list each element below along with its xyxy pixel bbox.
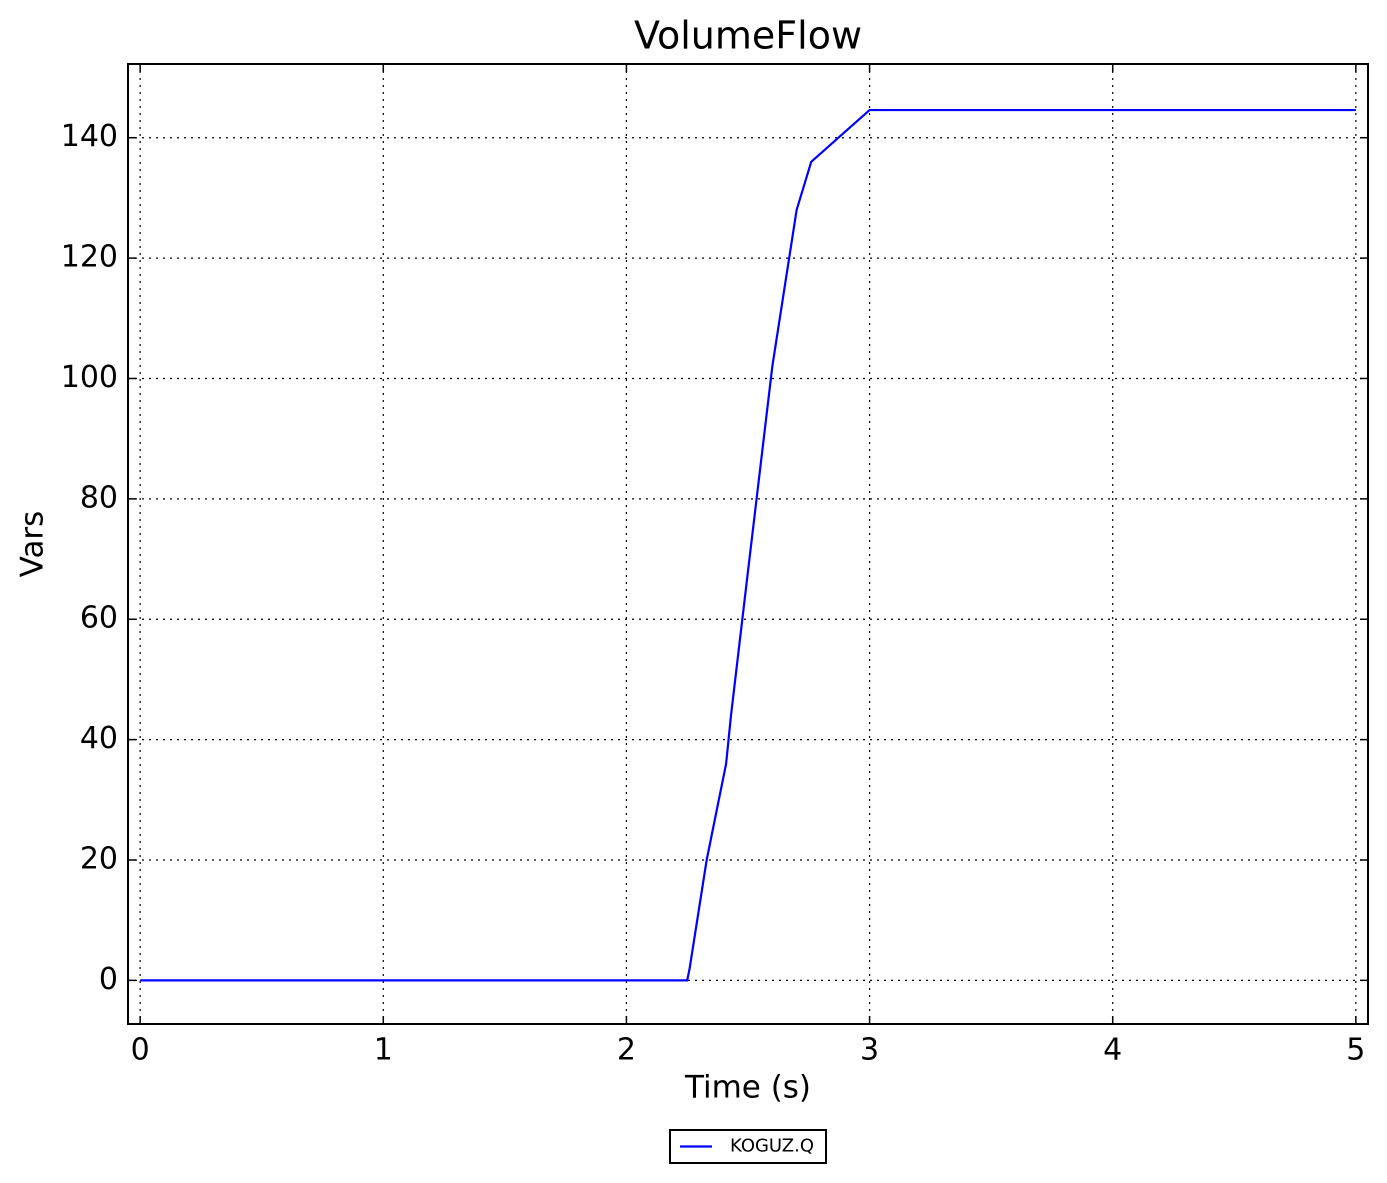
y-tick-label: 120 <box>61 240 118 275</box>
x-tick-label: 3 <box>860 1033 879 1068</box>
y-tick-label: 60 <box>80 601 118 636</box>
y-tick-label: 40 <box>80 721 118 756</box>
x-tick-label: 4 <box>1103 1033 1122 1068</box>
x-tick-label: 0 <box>131 1033 150 1068</box>
plot-frame <box>127 63 1369 1025</box>
line-series <box>140 108 1356 982</box>
y-tick-label: 0 <box>99 962 118 997</box>
x-tick-label: 1 <box>374 1033 393 1068</box>
y-tick-label: 20 <box>80 841 118 876</box>
y-tick-label: 100 <box>61 360 118 395</box>
chart-title: VolumeFlow <box>634 14 862 58</box>
legend-label: KOGUZ.Q <box>730 1136 814 1157</box>
y-axis-label: Vars <box>15 511 51 578</box>
x-tick-label: 2 <box>617 1033 636 1068</box>
y-tick-label: 140 <box>61 119 118 154</box>
y-tick-label: 80 <box>80 480 118 515</box>
x-axis-label: Time (s) <box>684 1070 811 1106</box>
x-tick-label: 5 <box>1346 1033 1365 1068</box>
